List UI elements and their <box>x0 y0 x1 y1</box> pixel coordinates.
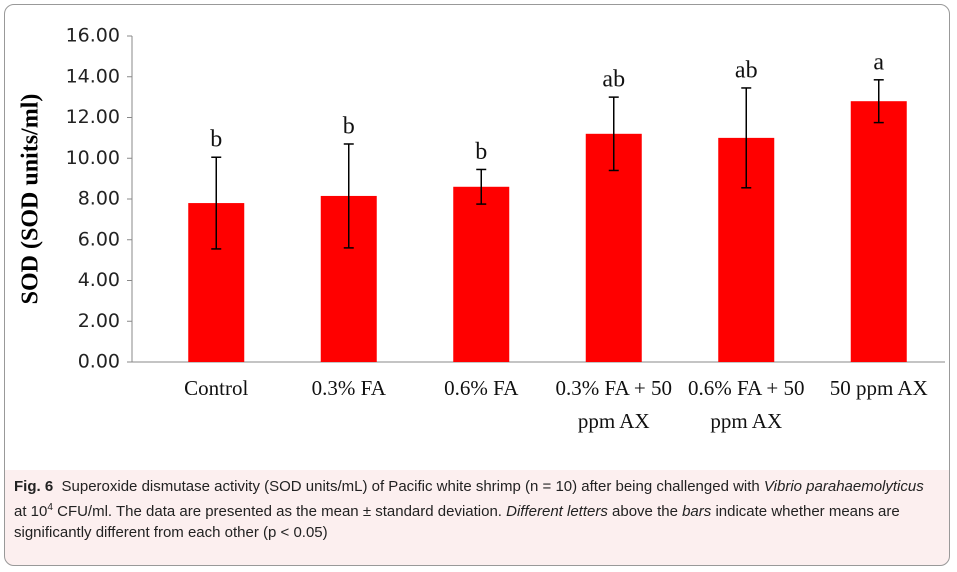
significance-letter: b <box>343 113 355 139</box>
caption-text: Superoxide dismutase activity (SOD units… <box>61 478 764 495</box>
caption-text: 4 <box>47 502 53 513</box>
x-tick-label: 0.3% FA + 50 ppm AX <box>555 376 672 433</box>
bar <box>850 101 907 362</box>
x-tick-label: Control <box>184 376 249 400</box>
significance-letter: b <box>475 139 487 165</box>
y-tick-label: 10.00 <box>66 147 120 169</box>
frame <box>4 4 950 566</box>
y-tick-label: 8.00 <box>78 188 120 210</box>
x-tick-label: 0.6% FA <box>444 376 519 400</box>
significance-letter: ab <box>602 67 625 93</box>
significance-letter: a <box>873 49 884 75</box>
significance-letter: b <box>210 127 222 153</box>
caption-text: Different letters <box>506 503 608 520</box>
y-tick-label: 6.00 <box>78 228 120 250</box>
bar <box>585 133 642 362</box>
caption-text: indicate whether means are significantly… <box>14 503 900 541</box>
y-tick-label: 14.00 <box>66 65 120 87</box>
caption-label: Fig. 6 <box>14 478 54 495</box>
caption-text: bars <box>682 503 712 520</box>
caption: Fig. 6 Superoxide dismutase activity (SO… <box>4 470 950 566</box>
caption-text: at 10 <box>14 503 48 520</box>
caption-text: CFU/ml. The data are presented as the me… <box>52 503 507 520</box>
x-tick-label: 0.6% FA + 50 ppm AX <box>688 376 805 433</box>
y-tick-label: 16.00 <box>66 25 120 47</box>
bar <box>453 186 510 362</box>
y-tick-label: 4.00 <box>78 269 120 291</box>
y-tick-label: 12.00 <box>66 106 120 128</box>
x-tick-label: 0.3% FA <box>311 376 386 400</box>
x-tick-label: 50 ppm AX <box>829 376 928 400</box>
y-tick-label: 2.00 <box>78 310 120 332</box>
caption-text: above the <box>607 503 683 520</box>
caption-text: Vibrio parahaemolyticus <box>763 478 924 495</box>
chart: SOD (SOD units/ml) 0.00 2.00 4.00 6.00 8.00 1… <box>18 25 945 373</box>
y-axis-label: SOD (SOD units/ml) <box>18 94 44 305</box>
significance-letter: ab <box>735 57 758 83</box>
y-tick-label: 0.00 <box>78 351 120 373</box>
